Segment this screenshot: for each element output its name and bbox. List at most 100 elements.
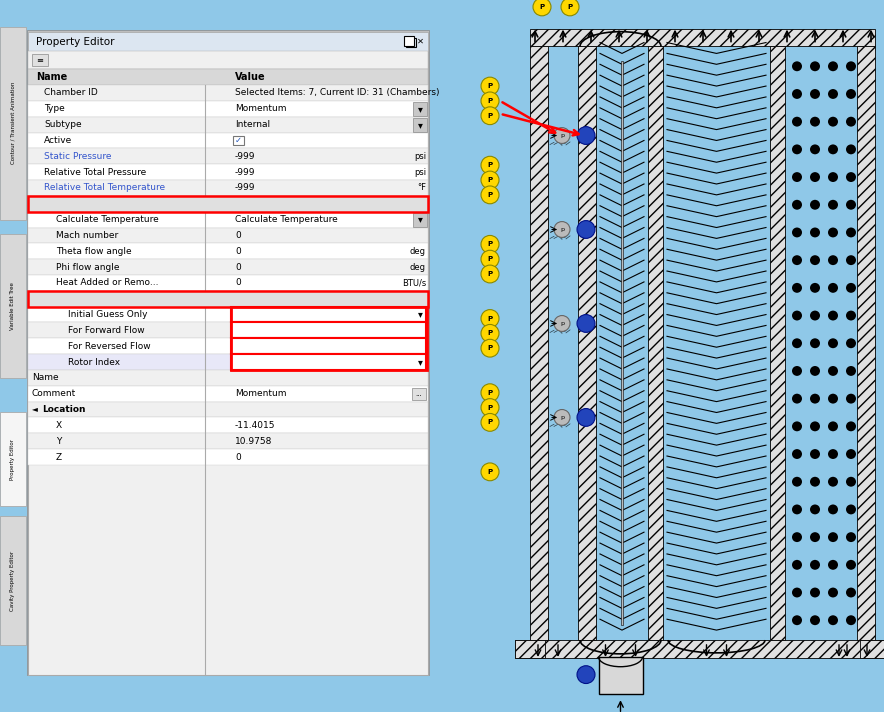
Bar: [413, 355, 427, 369]
Circle shape: [828, 255, 838, 265]
Circle shape: [846, 228, 856, 237]
Circle shape: [481, 399, 499, 417]
Bar: [28, 386, 428, 402]
Text: deg: deg: [410, 263, 426, 271]
Circle shape: [792, 283, 802, 293]
Circle shape: [810, 449, 820, 459]
Bar: [32, 54, 48, 66]
Circle shape: [810, 200, 820, 210]
Text: Subtype: Subtype: [44, 120, 81, 129]
Text: p: p: [560, 133, 564, 138]
Bar: [28, 228, 428, 244]
Circle shape: [846, 172, 856, 182]
Circle shape: [810, 560, 820, 570]
Text: -999: -999: [235, 167, 255, 177]
Circle shape: [481, 250, 499, 268]
Bar: [28, 307, 428, 323]
Circle shape: [481, 107, 499, 125]
Circle shape: [828, 422, 838, 431]
Circle shape: [481, 310, 499, 328]
Text: Phi flow angle: Phi flow angle: [56, 263, 119, 271]
Bar: [621, 61, 623, 625]
Circle shape: [810, 61, 820, 71]
Circle shape: [481, 265, 499, 283]
Text: Z: Z: [56, 453, 62, 461]
Text: 1: 1: [235, 342, 240, 351]
Circle shape: [828, 117, 838, 127]
Text: -999: -999: [235, 152, 255, 161]
Bar: [578, 46, 596, 640]
Bar: [28, 402, 428, 417]
Circle shape: [828, 283, 838, 293]
Text: p: p: [560, 321, 564, 326]
Circle shape: [846, 310, 856, 320]
Circle shape: [828, 172, 838, 182]
Text: °F: °F: [417, 184, 426, 192]
Circle shape: [577, 221, 595, 239]
Text: P: P: [568, 4, 573, 10]
Circle shape: [810, 338, 820, 348]
Circle shape: [846, 532, 856, 542]
Text: ▾: ▾: [417, 214, 423, 224]
Circle shape: [577, 127, 595, 145]
Bar: [28, 31, 428, 51]
Text: ...: ...: [415, 391, 423, 397]
Bar: [404, 36, 414, 46]
Circle shape: [810, 477, 820, 487]
Text: P: P: [487, 345, 492, 351]
Text: deg: deg: [410, 247, 426, 256]
Bar: [598, 656, 643, 694]
Bar: [233, 135, 244, 145]
Bar: [530, 46, 548, 640]
Bar: [406, 38, 416, 48]
Bar: [28, 417, 428, 434]
Text: Rotor 1: Rotor 1: [235, 357, 268, 367]
Circle shape: [846, 477, 856, 487]
Circle shape: [792, 477, 802, 487]
Bar: [28, 370, 428, 386]
Text: Fixed or Cavity: Fixed or Cavity: [235, 310, 302, 319]
Circle shape: [828, 532, 838, 542]
Text: 0: 0: [235, 247, 240, 256]
Bar: [530, 28, 875, 46]
Text: Theta flow angle: Theta flow angle: [56, 247, 132, 256]
Text: X: X: [56, 421, 62, 430]
Circle shape: [846, 449, 856, 459]
Circle shape: [810, 587, 820, 597]
Text: Location: Location: [42, 405, 86, 414]
Text: 0: 0: [235, 453, 240, 461]
Circle shape: [554, 127, 570, 143]
Text: Heat Added or Remo...: Heat Added or Remo...: [56, 278, 158, 288]
Text: Chamber ID: Chamber ID: [44, 88, 98, 98]
Circle shape: [792, 145, 802, 155]
Circle shape: [577, 315, 595, 333]
Circle shape: [792, 89, 802, 99]
Circle shape: [828, 587, 838, 597]
Text: For Reversed Flow: For Reversed Flow: [68, 342, 150, 351]
Circle shape: [828, 145, 838, 155]
Circle shape: [828, 338, 838, 348]
Bar: [28, 196, 428, 211]
Text: Calculate Temperature: Calculate Temperature: [235, 215, 338, 224]
Bar: [28, 354, 428, 370]
Circle shape: [792, 422, 802, 431]
Circle shape: [846, 615, 856, 625]
Bar: [28, 164, 428, 180]
Circle shape: [810, 532, 820, 542]
Text: BTU/s: BTU/s: [401, 278, 426, 288]
Circle shape: [846, 255, 856, 265]
Circle shape: [481, 463, 499, 481]
Circle shape: [810, 310, 820, 320]
Circle shape: [481, 325, 499, 342]
Bar: [28, 101, 428, 117]
Text: ▾: ▾: [417, 357, 423, 367]
Circle shape: [846, 505, 856, 514]
Circle shape: [481, 77, 499, 95]
Bar: [28, 323, 428, 338]
Text: psi: psi: [414, 167, 426, 177]
Circle shape: [792, 532, 802, 542]
Circle shape: [828, 505, 838, 514]
Circle shape: [828, 89, 838, 99]
Text: P: P: [487, 112, 492, 119]
Circle shape: [613, 706, 629, 712]
